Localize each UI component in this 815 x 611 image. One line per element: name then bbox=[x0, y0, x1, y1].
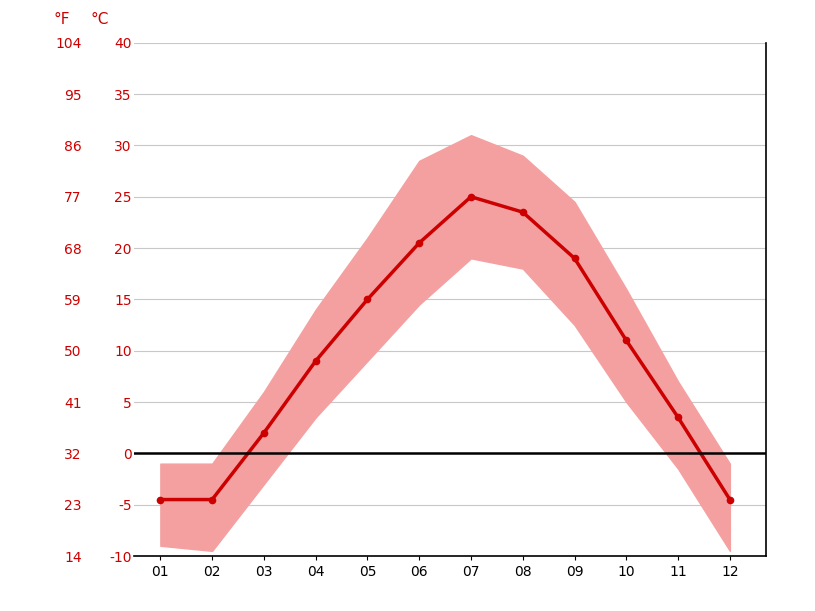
Text: °F: °F bbox=[54, 12, 70, 27]
Text: °C: °C bbox=[90, 12, 109, 27]
